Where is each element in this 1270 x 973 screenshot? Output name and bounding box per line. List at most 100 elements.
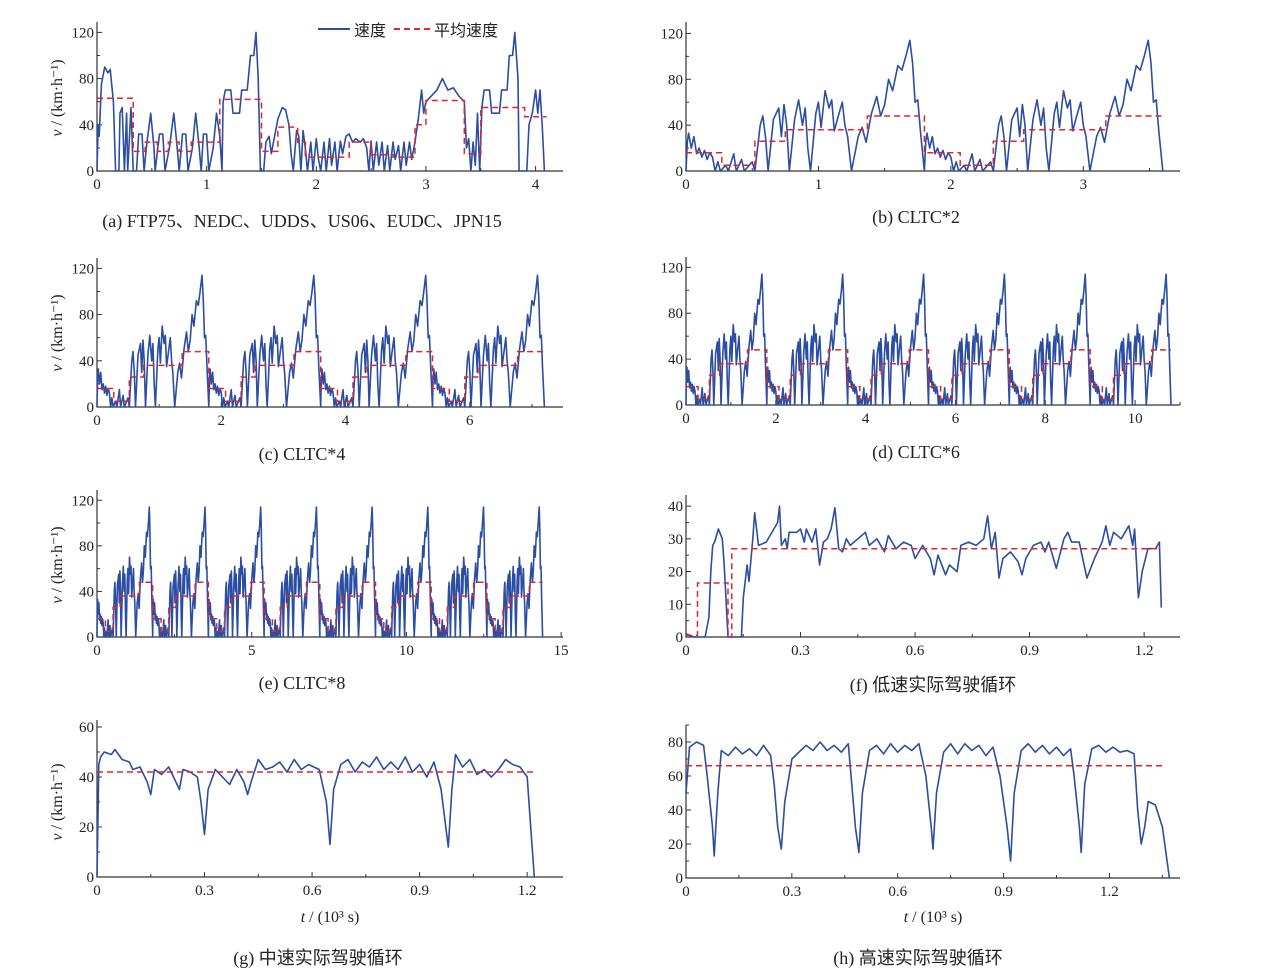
- y-tick-label: 0: [676, 164, 684, 180]
- x-tick-label: 1.2: [1135, 643, 1154, 659]
- panel-g: 0 0.3 0.6 0.9 1.2 0 20 40 60: [79, 720, 563, 899]
- x-tick-label: 1: [815, 177, 823, 193]
- x-tick-label: 0.3: [782, 884, 801, 900]
- y-tick-label: 40: [79, 770, 94, 786]
- y-tick-label: 80: [668, 72, 683, 88]
- y-tick-label: 60: [79, 720, 94, 736]
- avg-speed-line-f: [686, 547, 1160, 638]
- y-tick-label: 120: [661, 26, 684, 42]
- panel-b: 0 1 2 3 0 40 80 120: [661, 22, 1180, 193]
- speed-line-f: [685, 505, 1163, 638]
- y-tick-label: 0: [676, 398, 684, 414]
- x-tick-label: 0.6: [888, 884, 907, 900]
- x-tick-label: 4: [532, 177, 540, 193]
- x-tick-label: 15: [554, 643, 569, 659]
- avg-speed-line-c: [97, 350, 545, 402]
- x-tick-label: 2: [947, 177, 955, 193]
- x-tick-label: 0: [682, 884, 690, 900]
- panel-h: 0 0.3 0.6 0.9 1.2 0 20 40 60 80: [668, 724, 1180, 900]
- caption-f: (f) 低速实际驾驶循环: [849, 675, 1017, 695]
- x-tick-label: 0.9: [410, 883, 429, 899]
- y-tick-label: 40: [79, 584, 94, 600]
- caption-e: (e) CLTC*8: [258, 673, 346, 693]
- y-axis-label-e: v / (km·h⁻¹): [49, 526, 66, 604]
- x-tick-label: 4: [862, 411, 870, 427]
- axes-g: [96, 720, 563, 878]
- panel-f: 0 0.3 0.6 0.9 1.2 0 10 20 30 40: [668, 495, 1180, 659]
- y-tick-label: 60: [668, 769, 683, 785]
- caption-c: (c) CLTC*4: [258, 444, 346, 464]
- y-tick-label: 20: [79, 820, 94, 836]
- x-tick-label: 6: [466, 413, 474, 429]
- x-tick-label: 2: [218, 413, 226, 429]
- x-tick-label: 0.9: [1020, 643, 1039, 659]
- axes-h: [685, 725, 1180, 879]
- legend-avg-label: 平均速度: [434, 23, 499, 40]
- y-tick-label: 0: [676, 630, 684, 646]
- y-tick-label: 120: [661, 260, 684, 276]
- x-tick-label: 0: [682, 411, 690, 427]
- panel-d: 0 2 4 6 8 10 0 40 80 120: [661, 257, 1181, 427]
- y-tick-label: 0: [87, 630, 95, 646]
- legend-speed-swatch: [318, 28, 350, 30]
- y-tick-label: 10: [668, 597, 683, 613]
- x-tick-label: 0.3: [195, 883, 214, 899]
- x-tick-label: 0.6: [906, 643, 925, 659]
- speed-line-h: [685, 741, 1171, 879]
- legend: 速度 平均速度: [318, 17, 498, 41]
- avg-speed-line-b: [686, 115, 1163, 167]
- speed-line-g: [96, 748, 536, 878]
- x-tick-label: 10: [1128, 411, 1143, 427]
- y-tick-label: 80: [668, 735, 683, 751]
- y-tick-label: 80: [79, 72, 94, 88]
- y-tick-label: 20: [668, 565, 683, 581]
- x-tick-label: 3: [422, 177, 430, 193]
- speed-line-c: [96, 274, 546, 408]
- axes-c: [96, 258, 563, 408]
- y-tick-label: 40: [79, 354, 94, 370]
- speed-line-d: [685, 273, 1172, 406]
- y-tick-label: 0: [676, 871, 684, 887]
- axes-e: [96, 490, 563, 638]
- x-tick-label: 2: [772, 411, 780, 427]
- caption-g: (g) 中速实际驾驶循环: [233, 948, 403, 968]
- y-tick-label: 40: [668, 352, 683, 368]
- x-tick-label: 1.2: [518, 883, 537, 899]
- y-tick-label: 120: [72, 261, 95, 277]
- avg-speed-line-d: [686, 349, 1171, 401]
- speed-line-a: [96, 31, 546, 172]
- x-tick-label: 2: [313, 177, 321, 193]
- x-tick-label: 0.3: [791, 643, 810, 659]
- caption-h: (h) 高速实际驾驶循环: [833, 948, 1003, 968]
- x-tick-label: 0: [93, 883, 101, 899]
- x-tick-label: 0.9: [994, 884, 1013, 900]
- axes-b: [685, 22, 1180, 172]
- x-tick-label: 0: [682, 177, 690, 193]
- x-tick-label: 0: [682, 643, 690, 659]
- y-tick-label: 40: [668, 499, 683, 515]
- y-tick-label: 80: [79, 539, 94, 555]
- y-tick-label: 0: [87, 870, 95, 886]
- avg-speed-line-a: [97, 97, 547, 158]
- y-tick-label: 0: [87, 400, 95, 416]
- caption-a: (a) FTP75、NEDC、UDDS、US06、EUDC、JPN15: [102, 211, 502, 231]
- panel-c: 0 2 4 6 0 40 80 120: [72, 258, 563, 429]
- y-axis-label-c: v / (km·h⁻¹): [49, 294, 66, 372]
- x-tick-label: 10: [399, 643, 414, 659]
- y-tick-label: 80: [79, 308, 94, 324]
- avg-speed-line-e: [97, 581, 543, 633]
- y-tick-label: 80: [668, 306, 683, 322]
- y-tick-label: 40: [668, 803, 683, 819]
- speed-line-e: [96, 506, 544, 638]
- y-tick-label: 0: [87, 164, 95, 180]
- speed-line-b: [685, 39, 1164, 172]
- y-axis-label-g: v / (km·h⁻¹): [49, 763, 66, 841]
- x-tick-label: 6: [952, 411, 960, 427]
- axes-f: [685, 495, 1180, 638]
- y-tick-label: 120: [72, 25, 95, 41]
- x-tick-label: 0: [93, 413, 101, 429]
- y-tick-label: 40: [79, 118, 94, 134]
- y-tick-label: 30: [668, 532, 683, 548]
